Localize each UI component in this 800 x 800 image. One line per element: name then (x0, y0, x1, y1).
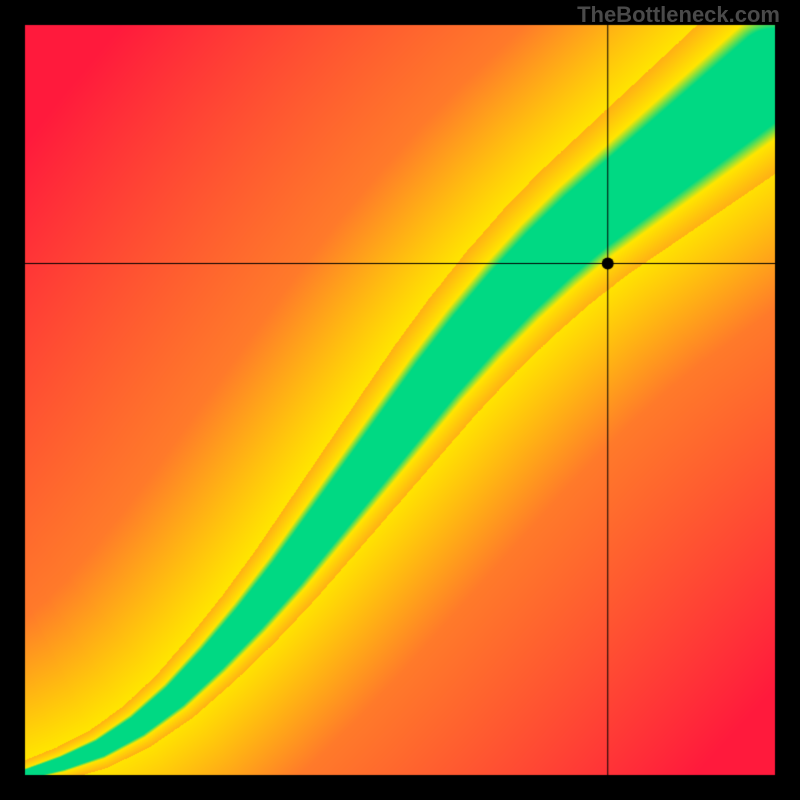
chart-container: TheBottleneck.com (0, 0, 800, 800)
heatmap-canvas (0, 0, 800, 800)
attribution-text: TheBottleneck.com (577, 2, 780, 28)
